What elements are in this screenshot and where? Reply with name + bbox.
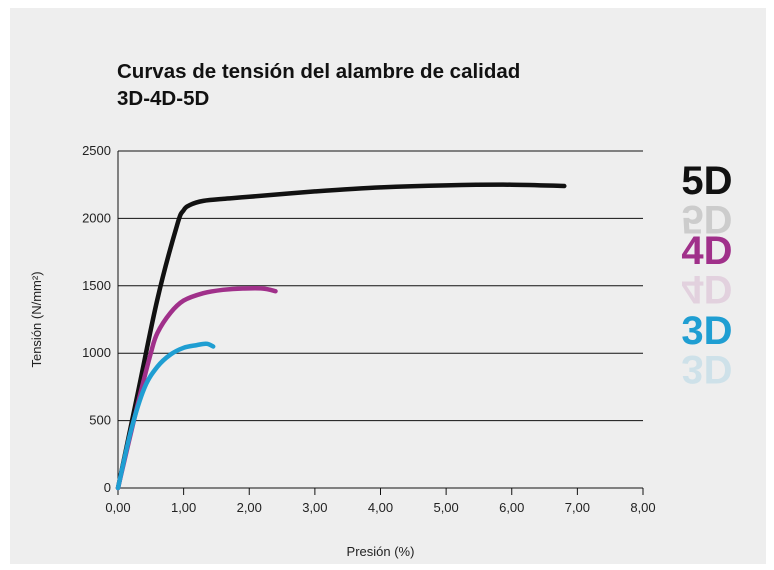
x-tick-label: 3,00 xyxy=(302,500,327,515)
series-line-5d xyxy=(115,182,567,491)
y-tick-label: 2000 xyxy=(82,210,111,225)
series-line-4d xyxy=(115,285,278,491)
x-tick-label: 0,00 xyxy=(105,500,130,515)
x-axis-label: Presión (%) xyxy=(347,544,415,559)
x-tick-label: 7,00 xyxy=(565,500,590,515)
y-tick-label: 0 xyxy=(104,480,111,495)
x-tick-label: 2,00 xyxy=(237,500,262,515)
y-axis-label: Tensión (N/mm²) xyxy=(29,271,44,367)
chart-title: Curvas de tensión del alambre de calidad… xyxy=(117,58,520,112)
legend-label-3d: 3D xyxy=(681,309,732,353)
y-tick-label: 1500 xyxy=(82,278,111,293)
x-tick-label: 4,00 xyxy=(368,500,393,515)
x-tick-label: 1,00 xyxy=(171,500,196,515)
legend-reflection-4d: 4D xyxy=(681,267,732,311)
chart-title-line1: Curvas de tensión del alambre de calidad xyxy=(117,60,521,83)
y-tick-label: 1000 xyxy=(82,345,111,360)
chart-title-line2: 3D-4D-5D xyxy=(117,87,210,110)
x-tick-label: 5,00 xyxy=(433,500,458,515)
y-tick-label: 2500 xyxy=(82,143,111,158)
legend-reflection-5d: 5D xyxy=(681,197,732,241)
x-tick-label: 6,00 xyxy=(499,500,524,515)
series-line-3d xyxy=(115,341,216,491)
legend-label-5d: 5D xyxy=(681,159,732,203)
legend-reflection-3d: 3D xyxy=(681,347,732,391)
x-tick-label: 8,00 xyxy=(630,500,655,515)
legend-label-4d: 4D xyxy=(681,229,732,273)
y-tick-label: 500 xyxy=(89,413,111,428)
